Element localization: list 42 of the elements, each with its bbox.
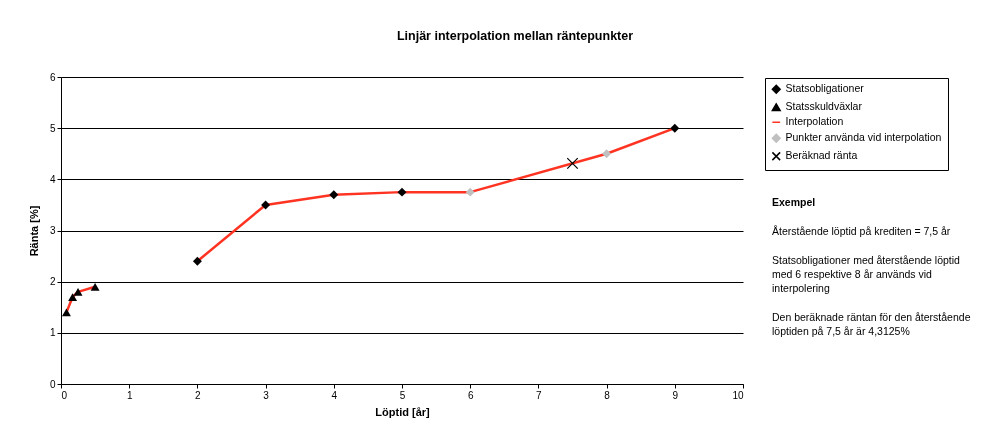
legend-label: Interpolation — [785, 115, 844, 128]
y-axis-title: Ränta [%] — [27, 205, 40, 257]
x-tick-label: 10 — [732, 389, 744, 401]
point — [329, 190, 339, 200]
point — [68, 293, 78, 301]
point — [670, 123, 680, 133]
x-tick-label: 4 — [331, 389, 338, 401]
x-tick-label: 0 — [61, 389, 68, 401]
text: Återstående löptid på krediten = 7,5 år — [772, 224, 952, 238]
x-tick-label: 1 — [126, 389, 133, 401]
y-tick-label: 3 — [49, 225, 56, 236]
point — [261, 200, 271, 210]
text: Den beräknade räntan för den återstående löptiden på 7,5 år är 4,3125% — [772, 310, 972, 338]
chart-title: Linjär interpolation mellan räntepunkter — [396, 28, 634, 43]
text: Exempel — [772, 195, 817, 209]
y-tick-label: 2 — [49, 276, 56, 288]
y-tick-label: 5 — [49, 122, 56, 134]
point — [465, 187, 475, 197]
point — [566, 157, 579, 170]
y-tick-label: 4 — [49, 173, 56, 185]
point — [61, 308, 71, 317]
point — [602, 149, 612, 159]
point — [192, 256, 202, 266]
legend-label: Statsobligationer — [785, 82, 865, 95]
point — [90, 282, 100, 291]
legend-label: Punkter använda vid interpolation — [785, 131, 942, 144]
x-axis-title: Löptid [år] — [375, 405, 431, 418]
x-tick-label: 3 — [263, 389, 270, 401]
point — [397, 187, 407, 197]
legend-label: Beräknad ränta — [785, 149, 858, 162]
y-tick-label: 1 — [49, 327, 56, 339]
x-tick-label: 6 — [467, 389, 474, 401]
point — [73, 288, 83, 296]
x-tick-label: 2 — [195, 389, 202, 401]
x-tick-label: 8 — [604, 389, 611, 401]
x-tick-label: 5 — [399, 389, 406, 401]
legend-label: Statsskuldväxlar — [785, 100, 863, 113]
x-tick-label: 9 — [672, 389, 679, 401]
y-tick-label: 0 — [49, 378, 56, 390]
x-tick-label: 7 — [536, 389, 543, 401]
text: Statsobligationer med återstående löptid med 6 respektive 8 år används vid interpolering — [772, 253, 961, 295]
y-tick-label: 6 — [49, 71, 56, 83]
